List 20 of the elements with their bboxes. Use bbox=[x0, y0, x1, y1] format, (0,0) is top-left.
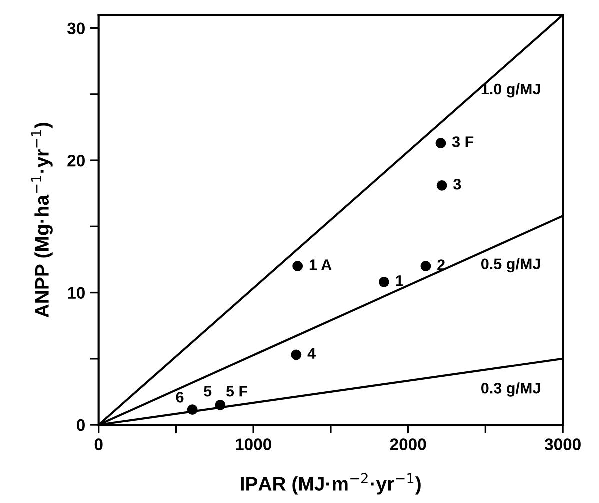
series-label: 0.5 g/MJ bbox=[482, 258, 540, 273]
annotation: 1 A bbox=[310, 260, 332, 270]
x-tick-label: 2000 bbox=[390, 438, 426, 450]
y-tick-label: 30 bbox=[67, 22, 85, 35]
y-axis-title: ANPP (Mg·ha$^{−1}$·yr$^{−1}$) bbox=[31, 123, 53, 318]
annotation: 4 bbox=[308, 348, 316, 359]
y-tick-label: 10 bbox=[68, 287, 85, 299]
x-axis-title: IPAR (MJ·m$^{−2}$·yr$^{−1}$) bbox=[241, 473, 421, 495]
annotation: 3 bbox=[454, 178, 462, 190]
annotation: 6 bbox=[176, 392, 184, 403]
y-tick-label: 0 bbox=[77, 419, 85, 432]
y-tick-label: 20 bbox=[68, 154, 85, 167]
x-tick-label: 0 bbox=[94, 438, 103, 450]
annotation: 1 bbox=[396, 276, 404, 286]
annotation: 3 F bbox=[452, 136, 474, 148]
series-label: 0.3 g/MJ bbox=[482, 382, 540, 397]
x-tick-label: 3000 bbox=[544, 438, 581, 450]
annotation: 5 bbox=[204, 386, 212, 397]
annotation: 5 F bbox=[226, 386, 248, 397]
x-tick-label: 1000 bbox=[236, 438, 272, 450]
